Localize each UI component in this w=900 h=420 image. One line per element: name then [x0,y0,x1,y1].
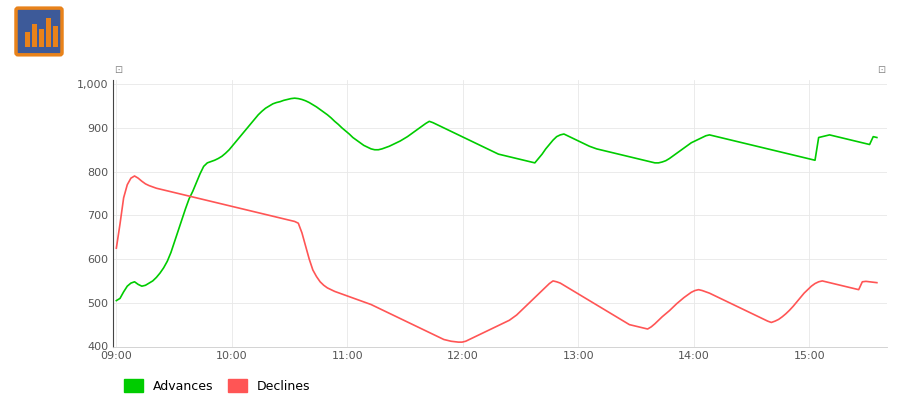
FancyBboxPatch shape [46,18,51,47]
FancyBboxPatch shape [16,8,62,55]
FancyBboxPatch shape [39,29,44,47]
Legend: Advances, Declines: Advances, Declines [119,374,315,398]
FancyBboxPatch shape [32,24,37,47]
FancyBboxPatch shape [53,26,58,47]
Text: Live IntraDay NSE Advance and Decline Ratio Chart: Live IntraDay NSE Advance and Decline Ra… [75,21,631,40]
FancyBboxPatch shape [25,32,30,47]
Text: ⊡: ⊡ [114,66,122,75]
Text: ⊡: ⊡ [877,66,885,75]
